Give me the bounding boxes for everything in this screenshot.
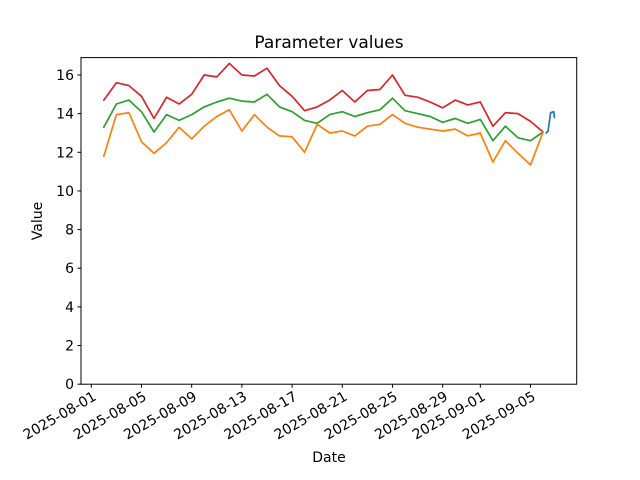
y-tick-label: 8 bbox=[65, 223, 74, 239]
y-tick-label: 2 bbox=[65, 339, 74, 355]
y-tick-label: 0 bbox=[65, 377, 74, 393]
y-axis-label: Value bbox=[30, 201, 46, 241]
y-tick-label: 6 bbox=[65, 261, 74, 277]
y-tick-label: 14 bbox=[56, 107, 74, 123]
series-1-red-line bbox=[102, 62, 544, 133]
y-tick-label: 4 bbox=[65, 300, 74, 316]
y-tick-label: 16 bbox=[56, 68, 74, 84]
plot-border bbox=[80, 57, 578, 385]
series-4-blue-line bbox=[545, 110, 556, 134]
y-tick-label: 10 bbox=[56, 184, 74, 200]
x-axis-label: Date bbox=[312, 450, 346, 466]
series-2-green-line bbox=[102, 93, 544, 142]
y-tick-label: 12 bbox=[56, 145, 74, 161]
series-3-orange-line bbox=[102, 108, 544, 166]
chart-title: Parameter values bbox=[254, 33, 404, 53]
